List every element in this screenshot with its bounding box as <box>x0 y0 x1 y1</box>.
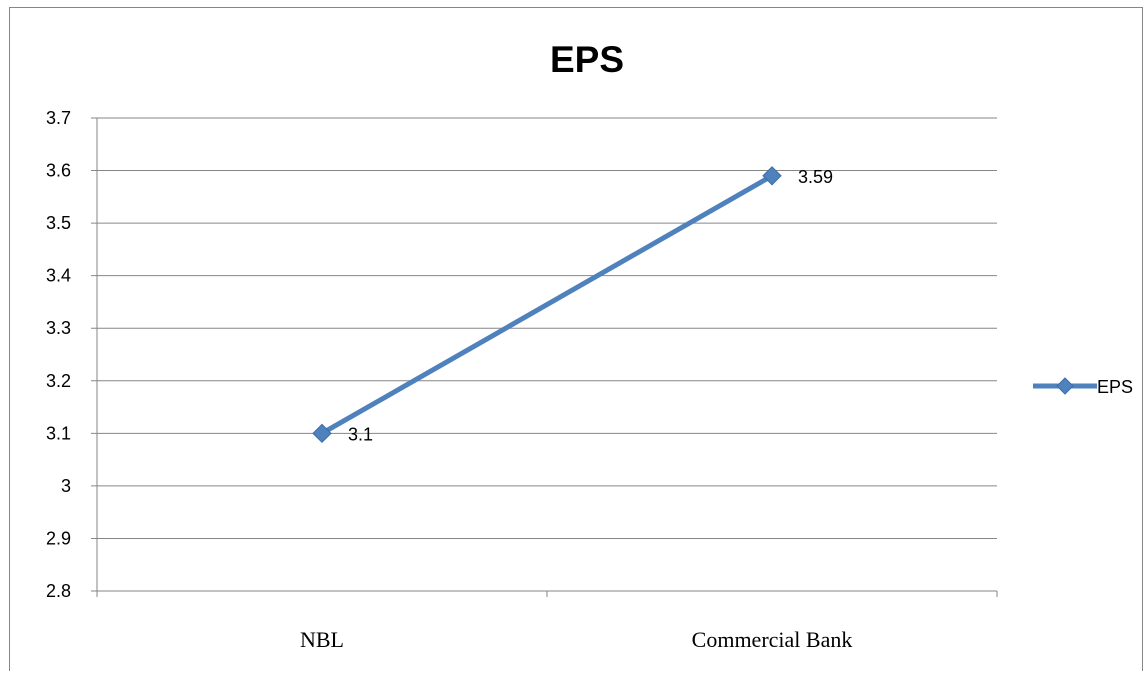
data-labels: 3.1 3.59 <box>348 167 833 445</box>
y-tick-label: 2.9 <box>46 528 71 548</box>
y-tick-label: 2.8 <box>46 581 71 601</box>
axes <box>96 118 998 597</box>
chart-frame <box>9 7 1143 671</box>
x-axis-tick-labels: NBL Commercial Bank <box>300 627 852 652</box>
chart-title: EPS <box>550 39 624 80</box>
y-axis-tick-labels: 2.8 2.9 3 3.1 3.2 3.3 3.4 3.5 3.6 3.7 <box>46 108 71 601</box>
y-tick-label: 3.2 <box>46 371 71 391</box>
y-tick-label: 3.4 <box>46 266 71 286</box>
data-point-marker <box>762 166 782 186</box>
series-eps <box>312 166 782 444</box>
data-label: 3.59 <box>798 167 833 187</box>
x-tick-label: Commercial Bank <box>692 627 853 652</box>
y-tick-label: 3.3 <box>46 318 71 338</box>
legend: EPS <box>1033 377 1133 397</box>
y-tick-label: 3.1 <box>46 423 71 443</box>
y-tick-label: 3 <box>61 476 71 496</box>
y-tick-label: 3.6 <box>46 161 71 181</box>
y-tick-label: 3.7 <box>46 108 71 128</box>
data-point-marker <box>312 423 332 444</box>
legend-marker <box>1056 377 1074 395</box>
gridlines <box>91 117 997 592</box>
x-tick-label: NBL <box>300 627 344 652</box>
y-tick-label: 3.5 <box>46 213 71 233</box>
data-label: 3.1 <box>348 424 373 444</box>
series-line-eps <box>319 173 775 436</box>
legend-label: EPS <box>1097 377 1133 397</box>
